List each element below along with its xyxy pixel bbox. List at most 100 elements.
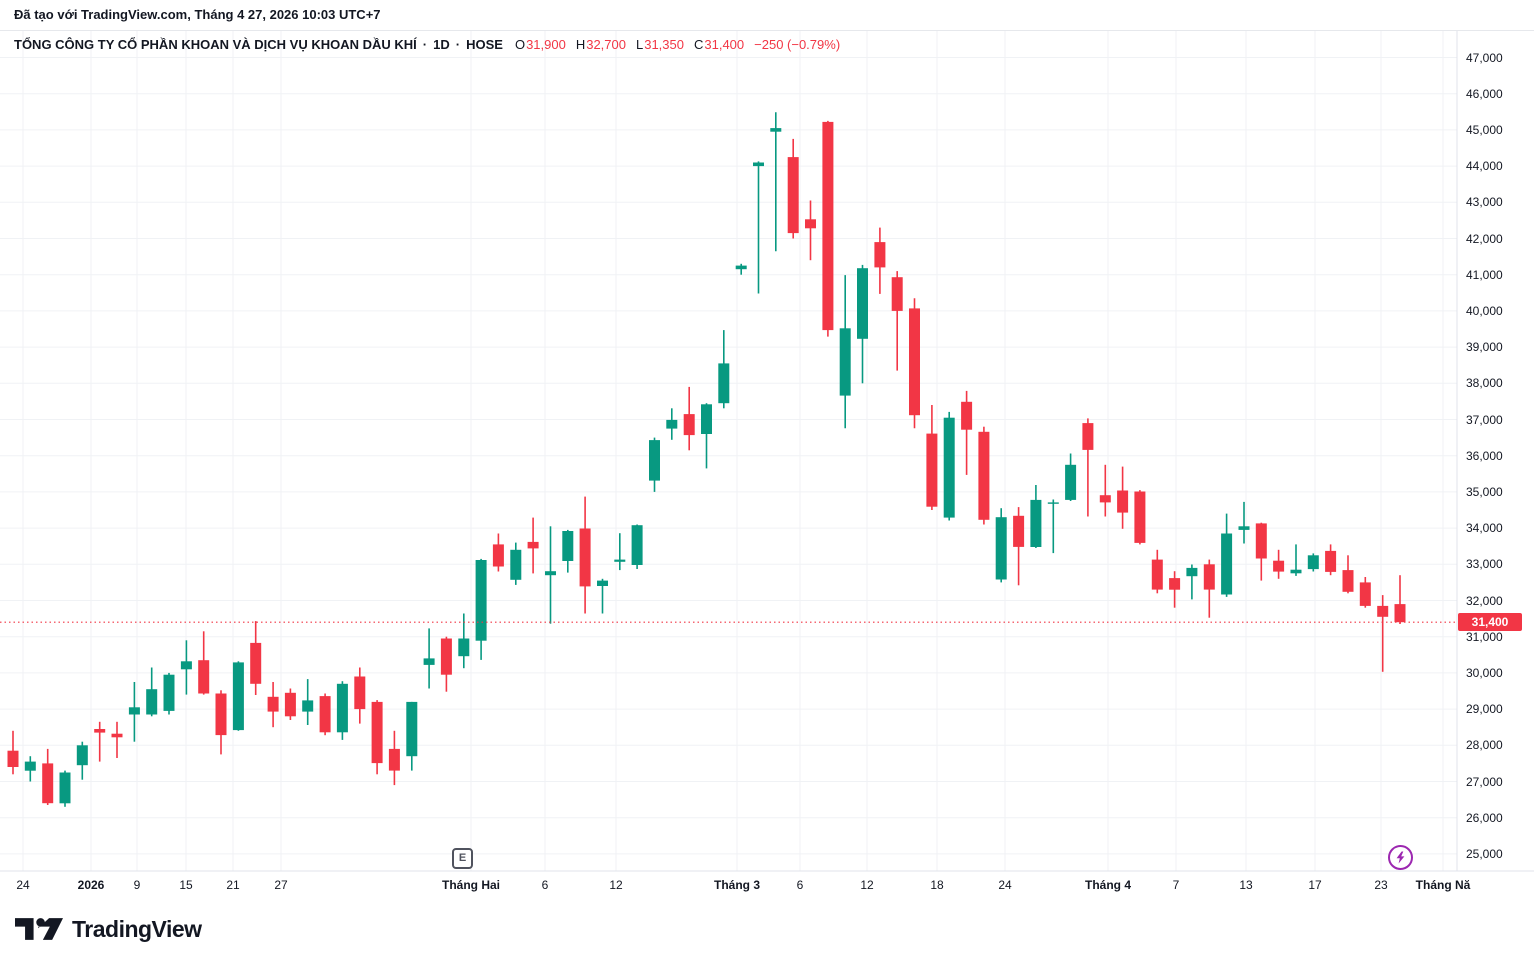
candle[interactable] <box>961 390 973 475</box>
candle[interactable] <box>1047 499 1059 554</box>
candle[interactable] <box>336 681 348 740</box>
candle[interactable] <box>423 628 435 689</box>
candle[interactable] <box>406 701 418 771</box>
candle[interactable] <box>891 271 903 371</box>
candle[interactable] <box>146 667 158 717</box>
candle[interactable] <box>631 524 643 570</box>
x-axis-label[interactable]: Tháng Nă <box>1415 878 1471 892</box>
candle[interactable] <box>215 690 227 755</box>
x-axis-label[interactable]: 23 <box>1374 878 1388 892</box>
x-axis-label[interactable]: 6 <box>796 878 804 892</box>
y-axis-label[interactable]: 39,000 <box>1466 340 1503 354</box>
candle[interactable] <box>267 682 279 728</box>
candle[interactable] <box>59 770 71 807</box>
y-axis-label[interactable]: 31,000 <box>1466 630 1503 644</box>
candle[interactable] <box>822 120 834 337</box>
x-axis-label[interactable]: 13 <box>1239 878 1253 892</box>
candle[interactable] <box>597 578 608 614</box>
y-axis-label[interactable]: 25,000 <box>1466 847 1503 861</box>
candle[interactable] <box>701 403 712 469</box>
candle[interactable] <box>510 542 522 585</box>
tradingview-logo[interactable]: TradingView <box>15 915 202 943</box>
candle[interactable] <box>440 636 452 692</box>
flash-event-button[interactable] <box>1388 845 1413 870</box>
y-axis-label[interactable]: 34,000 <box>1466 521 1503 535</box>
candle[interactable] <box>1117 466 1129 529</box>
x-axis-label[interactable]: 6 <box>541 878 549 892</box>
candle[interactable] <box>753 161 764 294</box>
y-axis-label[interactable]: 47,000 <box>1466 51 1503 65</box>
y-axis-label[interactable]: 32,000 <box>1466 594 1503 608</box>
candle[interactable] <box>232 661 244 731</box>
candle[interactable] <box>943 411 955 521</box>
y-axis-label[interactable]: 36,000 <box>1466 449 1503 463</box>
y-axis-label[interactable]: 28,000 <box>1466 738 1503 752</box>
candle[interactable] <box>857 264 868 384</box>
x-axis-label[interactable]: 9 <box>133 878 141 892</box>
candle[interactable] <box>1255 522 1267 581</box>
x-axis-label[interactable]: 12 <box>609 878 623 892</box>
y-axis-label[interactable]: 37,000 <box>1466 413 1503 427</box>
candle[interactable] <box>1065 453 1077 502</box>
candle[interactable] <box>492 533 504 572</box>
y-axis-label[interactable]: 29,000 <box>1466 702 1503 716</box>
candle[interactable] <box>1186 564 1198 600</box>
x-axis-label[interactable]: Tháng 3 <box>713 878 761 892</box>
candle[interactable] <box>1013 507 1025 586</box>
x-axis-label[interactable]: 24 <box>16 878 30 892</box>
candle[interactable] <box>805 200 816 261</box>
candle[interactable] <box>1290 544 1302 576</box>
candle[interactable] <box>7 730 19 775</box>
x-axis-label[interactable]: 2026 <box>77 878 105 892</box>
candle[interactable] <box>198 631 210 695</box>
symbol-title[interactable]: TỔNG CÔNG TY CỔ PHẦN KHOAN VÀ DỊCH VỤ KH… <box>14 37 417 52</box>
candle[interactable] <box>579 496 591 614</box>
x-axis-label[interactable]: 21 <box>226 878 240 892</box>
candle[interactable] <box>111 721 123 758</box>
x-axis-label[interactable]: 17 <box>1308 878 1322 892</box>
candle[interactable] <box>354 667 366 724</box>
candle[interactable] <box>94 721 106 762</box>
candle[interactable] <box>614 533 626 571</box>
x-axis-label[interactable]: 12 <box>860 878 874 892</box>
candle[interactable] <box>475 558 487 660</box>
candle[interactable] <box>527 517 539 574</box>
candle[interactable] <box>42 748 54 805</box>
candle[interactable] <box>76 741 88 780</box>
y-axis-label[interactable]: 27,000 <box>1466 775 1503 789</box>
candle[interactable] <box>683 386 695 451</box>
candle[interactable] <box>1359 577 1371 608</box>
candle[interactable] <box>735 263 747 275</box>
y-axis-label[interactable]: 44,000 <box>1466 159 1503 173</box>
candle[interactable] <box>666 408 678 440</box>
candle[interactable] <box>874 227 886 294</box>
earnings-marker[interactable]: E <box>452 848 473 869</box>
x-axis-label[interactable]: 15 <box>179 878 193 892</box>
candle[interactable] <box>371 700 383 775</box>
candle[interactable] <box>180 640 192 695</box>
x-axis-label[interactable]: 7 <box>1172 878 1180 892</box>
x-axis-label[interactable]: Tháng 4 <box>1084 878 1132 892</box>
x-axis-label[interactable]: 18 <box>930 878 944 892</box>
candle[interactable] <box>1273 549 1285 579</box>
candle[interactable] <box>163 672 175 715</box>
candle[interactable] <box>250 621 262 695</box>
y-axis-label[interactable]: 43,000 <box>1466 195 1503 209</box>
y-axis-label[interactable]: 41,000 <box>1466 268 1503 282</box>
candle[interactable] <box>1238 501 1250 544</box>
candle[interactable] <box>1325 544 1337 576</box>
candle[interactable] <box>302 679 314 725</box>
candle[interactable] <box>1134 490 1146 545</box>
x-axis-label[interactable]: 27 <box>274 878 288 892</box>
candle[interactable] <box>649 437 660 492</box>
candle[interactable] <box>995 508 1007 583</box>
y-axis-label[interactable]: 46,000 <box>1466 87 1503 101</box>
candle[interactable] <box>1030 485 1042 548</box>
y-axis-label[interactable]: 33,000 <box>1466 557 1503 571</box>
candle[interactable] <box>787 138 799 239</box>
candle[interactable] <box>978 426 990 525</box>
candle[interactable] <box>1377 595 1389 672</box>
candle[interactable] <box>1307 553 1319 572</box>
y-axis-label[interactable]: 45,000 <box>1466 123 1503 137</box>
candles-series[interactable] <box>7 112 1406 807</box>
